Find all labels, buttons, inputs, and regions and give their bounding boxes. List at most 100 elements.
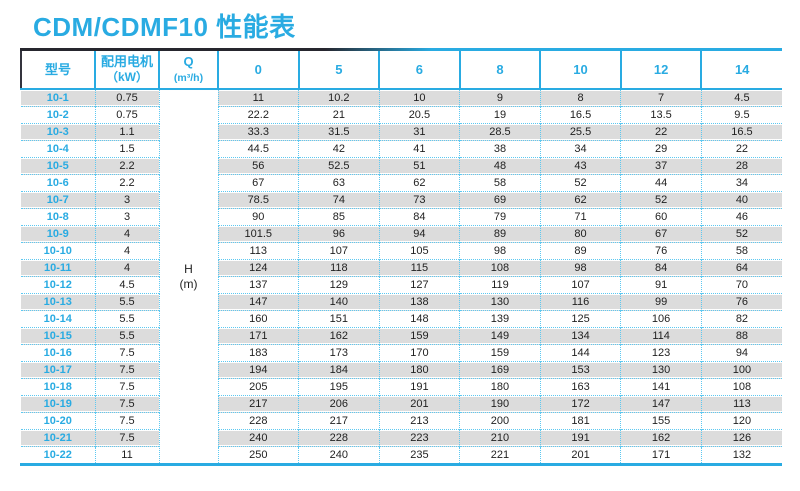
head-value-cell: 28 <box>700 157 782 175</box>
table-row: 10-17 7.5 194 184 180 169 153 130 100 <box>21 361 782 379</box>
head-value-cell: 46 <box>700 208 782 226</box>
head-value-cell: 116 <box>539 293 621 311</box>
head-value-cell: 223 <box>378 429 460 447</box>
head-value-cell: 155 <box>620 412 702 430</box>
motor-kw-cell: 0.75 <box>94 106 159 124</box>
motor-kw-cell: 7.5 <box>94 395 159 413</box>
head-value-cell: 56 <box>217 157 299 175</box>
head-value-cell: 48 <box>459 157 541 175</box>
head-value-cell: 184 <box>298 361 380 379</box>
head-value-cell: 52 <box>539 174 621 192</box>
head-value-cell: 22 <box>620 123 702 141</box>
model-cell: 10-7 <box>21 191 95 209</box>
head-value-cell: 240 <box>298 446 380 463</box>
head-value-cell: 85 <box>298 208 380 226</box>
head-value-cell: 58 <box>700 242 782 260</box>
head-value-cell: 169 <box>459 361 541 379</box>
model-cell: 10-9 <box>21 225 95 243</box>
head-value-cell: 115 <box>378 259 460 277</box>
table-row: 10-9 4 101.5 96 94 89 80 67 52 <box>21 225 782 243</box>
head-value-cell: 84 <box>378 208 460 226</box>
head-value-cell: 22.2 <box>217 106 299 124</box>
head-value-cell: 160 <box>217 310 299 328</box>
motor-kw-cell: 5.5 <box>94 310 159 328</box>
head-value-cell: 129 <box>298 276 380 294</box>
head-value-cell: 163 <box>539 378 621 396</box>
motor-kw-cell: 7.5 <box>94 378 159 396</box>
head-value-cell: 140 <box>298 293 380 311</box>
model-cell: 10-22 <box>21 446 95 463</box>
head-value-cell: 240 <box>217 429 299 447</box>
head-value-cell: 210 <box>459 429 541 447</box>
head-value-cell: 82 <box>700 310 782 328</box>
table-row: 10-21 7.5 240 228 223 210 191 162 126 <box>21 429 782 447</box>
head-value-cell: 217 <box>298 412 380 430</box>
header-row: 型号 配用电机 （kW） Q (m³/h) 0 5 6 8 10 12 14 <box>20 51 782 90</box>
model-cell: 10-8 <box>21 208 95 226</box>
head-value-cell: 139 <box>459 310 541 328</box>
head-value-cell: 151 <box>298 310 380 328</box>
head-value-cell: 124 <box>217 259 299 277</box>
head-value-cell: 159 <box>378 327 460 345</box>
column-header-flow-12: 12 <box>619 51 702 90</box>
head-value-cell: 108 <box>459 259 541 277</box>
head-value-cell: 42 <box>298 140 380 158</box>
head-value-cell: 200 <box>459 412 541 430</box>
column-header-flow-0: 0 <box>217 51 299 90</box>
head-value-cell: 79 <box>459 208 541 226</box>
table-row: 10-13 5.5 147 140 138 130 116 99 76 <box>21 293 782 311</box>
head-value-cell: 28.5 <box>459 123 541 141</box>
motor-header-line2: （kW） <box>105 70 148 84</box>
head-value-cell: 89 <box>459 225 541 243</box>
head-value-cell: 221 <box>459 446 541 463</box>
head-value-cell: 62 <box>539 191 621 209</box>
motor-kw-cell: 7.5 <box>94 429 159 447</box>
head-value-cell: 44 <box>620 174 702 192</box>
head-value-cell: 173 <box>298 344 380 362</box>
motor-kw-cell: 1.5 <box>94 140 159 158</box>
head-value-cell: 63 <box>298 174 380 192</box>
head-value-cell: 64 <box>700 259 782 277</box>
head-value-cell: 9 <box>459 89 541 107</box>
model-cell: 10-16 <box>21 344 95 362</box>
head-unit-merged-cell: H (m) <box>158 89 218 463</box>
head-value-cell: 144 <box>539 344 621 362</box>
table-row: 10-14 5.5 160 151 148 139 125 106 82 <box>21 310 782 328</box>
table-row: 10-2 0.75 22.2 21 20.5 19 16.5 13.5 9.5 <box>21 106 782 124</box>
table-top-rule <box>20 48 782 51</box>
motor-kw-cell: 7.5 <box>94 344 159 362</box>
head-value-cell: 40 <box>700 191 782 209</box>
table-row: 10-15 5.5 171 162 159 149 134 114 88 <box>21 327 782 345</box>
head-value-cell: 228 <box>217 412 299 430</box>
head-value-cell: 94 <box>700 344 782 362</box>
model-cell: 10-11 <box>21 259 95 277</box>
motor-header-line1: 配用电机 <box>100 54 153 69</box>
head-value-cell: 80 <box>539 225 621 243</box>
head-value-cell: 228 <box>298 429 380 447</box>
head-value-cell: 96 <box>298 225 380 243</box>
model-cell: 10-19 <box>21 395 95 413</box>
table-body: 10-1 0.75 H (m) 11 10.2 10 9 8 7 4.5 10-2 0.75 22.2 21… <box>21 89 782 463</box>
head-value-cell: 44.5 <box>217 140 299 158</box>
head-value-cell: 98 <box>459 242 541 260</box>
motor-kw-cell: 7.5 <box>94 361 159 379</box>
motor-kw-cell: 4 <box>94 259 159 277</box>
model-cell: 10-15 <box>21 327 95 345</box>
head-value-cell: 194 <box>217 361 299 379</box>
head-unit-line1: H <box>184 261 193 276</box>
head-value-cell: 134 <box>539 327 621 345</box>
head-value-cell: 147 <box>217 293 299 311</box>
table-row: 10-1 0.75 H (m) 11 10.2 10 9 8 7 4.5 <box>21 89 782 463</box>
q-header-line2: (m³/h) <box>173 71 204 84</box>
model-cell: 10-4 <box>21 140 95 158</box>
head-value-cell: 52 <box>700 225 782 243</box>
head-value-cell: 191 <box>539 429 621 447</box>
head-value-cell: 22 <box>700 140 782 158</box>
motor-kw-cell: 0.75 <box>94 89 159 107</box>
head-value-cell: 67 <box>620 225 702 243</box>
head-value-cell: 16.5 <box>539 106 621 124</box>
motor-kw-cell: 5.5 <box>94 327 159 345</box>
model-cell: 10-13 <box>21 293 95 311</box>
model-cell: 10-5 <box>21 157 95 175</box>
head-value-cell: 130 <box>620 361 702 379</box>
